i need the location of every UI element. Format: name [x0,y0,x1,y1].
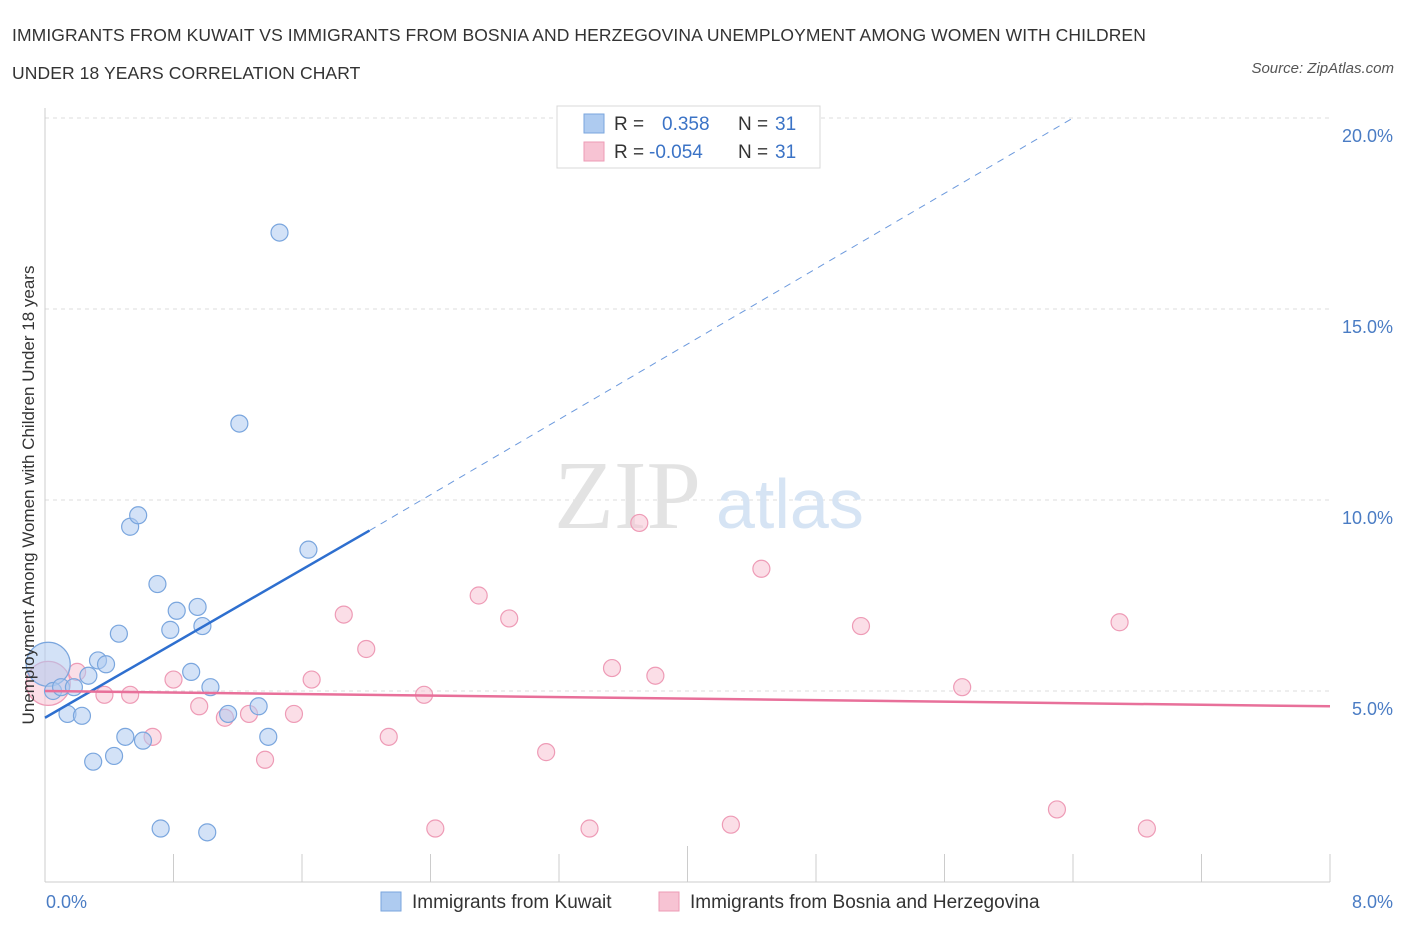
kuwait-point-7 [84,752,103,771]
bosnia-point-10 [284,704,304,724]
kuwait-point-19 [167,601,186,620]
kuwait-point-10 [104,746,124,766]
watermark: ZIP atlas [554,442,864,550]
kuwait-point-4 [64,678,84,697]
kuwait-point-20 [182,662,201,682]
bottom-legend-swatch-bosnia [658,891,680,912]
bosnia-point-13 [357,639,376,659]
kuwait-point-5 [72,706,92,725]
watermark-atlas: atlas [716,465,864,543]
trend-lines [44,117,1331,719]
bosnia-point-25 [752,559,771,578]
trend-line-kuwait-extension [369,117,1074,531]
bosnia-point-17 [469,586,488,605]
bosnia-point-14 [379,727,398,746]
y-tick-label-0: 5.0% [1352,699,1393,719]
y-tick-label-2: 15.0% [1342,317,1393,337]
kuwait-point-26 [230,414,249,433]
legend-swatch-kuwait [583,113,605,134]
grid-lines [45,117,1330,692]
x-tick-label-0: 0.0% [46,892,87,912]
kuwait-point-18 [161,620,180,639]
kuwait-point-9 [96,655,116,674]
kuwait-point-30 [299,540,318,559]
bottom-legend-swatch-kuwait [380,891,402,912]
source-label: Source: ZipAtlas.com [1251,60,1394,77]
x-tick-label-1: 8.0% [1352,892,1393,912]
kuwait-point-14 [129,506,148,525]
bosnia-point-26 [851,616,871,636]
kuwait-point-17 [151,819,170,838]
series-kuwait-points [25,223,318,842]
legend-n-label-kuwait: N = [738,114,768,135]
bottom-legend-label-bosnia: Immigrants from Bosnia and Herzegovina [690,892,1040,913]
bosnia-point-11 [302,670,321,689]
bosnia-point-5 [164,670,183,689]
kuwait-point-29 [270,223,289,242]
bosnia-point-2 [95,685,114,704]
chart-title: IMMIGRANTS FROM KUWAIT VS IMMIGRANTS FRO… [12,25,1146,83]
kuwait-point-28 [259,727,278,746]
axes [44,108,1331,883]
kuwait-point-23 [198,823,217,842]
kuwait-point-24 [201,678,220,697]
bosnia-point-19 [537,743,556,762]
bosnia-point-9 [255,750,275,769]
bosnia-point-12 [334,605,353,624]
trend-line-bosnia [44,689,1331,708]
bosnia-point-28 [1047,800,1067,819]
bosnia-point-29 [1110,613,1129,632]
legend-r-value-bosnia: -0.054 [649,142,703,163]
kuwait-point-21 [188,597,207,617]
legend-r-label-kuwait: R = [614,114,644,135]
trend-line-kuwait [44,529,371,719]
kuwait-point-27 [249,697,268,716]
y-tick-label-1: 10.0% [1342,508,1393,528]
tick-labels: 5.0% 10.0% 15.0% 20.0% 0.0% 8.0% [46,126,1393,912]
y-tick-label-3: 20.0% [1342,126,1393,146]
bosnia-point-3 [121,685,140,704]
bosnia-point-24 [721,815,740,834]
legend-r-label-bosnia: R = [614,142,644,163]
legend-r-value-kuwait: 0.358 [662,114,710,135]
kuwait-point-12 [116,727,135,746]
legend-box: R = 0.358 N = 31 R = -0.054 N = 31 [556,105,821,169]
bosnia-point-21 [602,658,622,678]
bosnia-point-22 [630,513,649,533]
legend-n-value-bosnia: 31 [775,142,796,163]
bottom-legend-label-kuwait: Immigrants from Kuwait [412,892,612,913]
kuwait-point-16 [148,574,167,594]
bottom-legend: Immigrants from Kuwait Immigrants from B… [380,891,1040,913]
bosnia-point-23 [646,666,665,685]
bosnia-point-30 [1137,819,1156,838]
legend-swatch-bosnia [583,141,605,162]
kuwait-point-6 [79,666,98,685]
kuwait-point-25 [219,704,238,724]
bosnia-point-27 [953,678,972,697]
bosnia-point-16 [426,819,445,838]
legend-n-value-kuwait: 31 [775,114,796,135]
kuwait-point-15 [133,731,153,750]
bosnia-point-20 [580,819,599,838]
kuwait-point-11 [109,624,128,643]
bosnia-point-18 [500,609,519,628]
y-axis-label: Unemployment Among Women with Children U… [19,266,38,725]
bosnia-point-6 [190,697,209,716]
legend-n-label-bosnia: N = [738,142,768,163]
watermark-zip: ZIP [554,442,701,550]
